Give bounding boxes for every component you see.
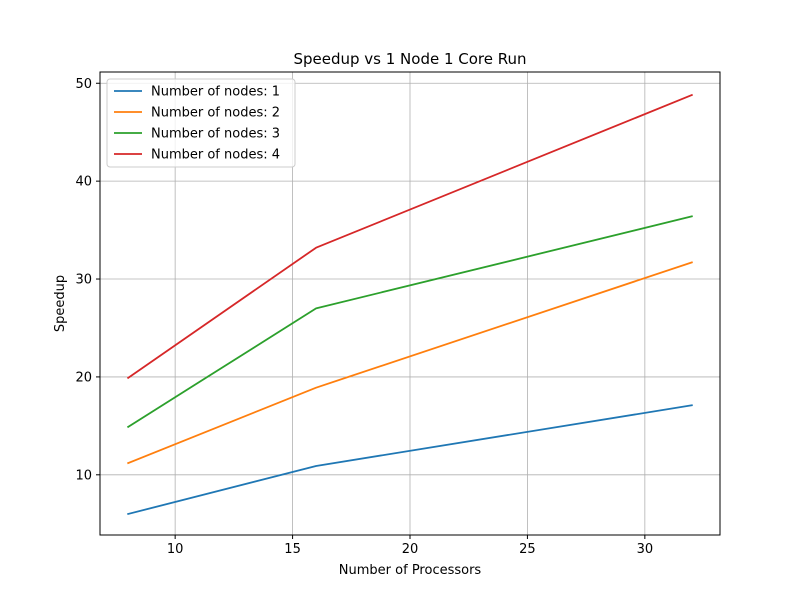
legend-label: Number of nodes: 4 [151, 148, 280, 163]
y-tick-label: 50 [75, 77, 92, 92]
x-tick-label: 15 [284, 542, 301, 557]
x-tick-label: 10 [167, 542, 184, 557]
chart-title: Speedup vs 1 Node 1 Core Run [293, 50, 526, 68]
legend-box [106, 78, 296, 168]
ticks: 10 15 20 25 30 10 20 30 40 50 [75, 77, 653, 557]
plot-area: 10 15 20 25 30 10 20 30 40 50 [75, 71, 721, 557]
y-tick-label: 20 [75, 370, 92, 385]
series-line-nodes-2 [127, 261, 693, 465]
series-line-nodes-1 [127, 404, 693, 516]
y-tick-label: 10 [75, 468, 92, 483]
series-lines [126, 93, 693, 516]
legend: Number of nodes: 1 Number of nodes: 2 Numb… [106, 78, 296, 168]
series-line-nodes-3 [126, 215, 693, 429]
x-axis-label: Number of Processors [339, 563, 482, 578]
series-line-nodes-4 [126, 93, 693, 380]
x-tick-label: 20 [402, 542, 419, 557]
grid [100, 72, 720, 535]
legend-label: Number of nodes: 2 [151, 106, 280, 121]
y-tick-label: 40 [75, 175, 92, 190]
y-axis-label: Speedup [53, 275, 68, 332]
x-tick-label: 25 [519, 542, 536, 557]
y-tick-label: 30 [75, 273, 92, 288]
x-tick-label: 30 [637, 542, 654, 557]
legend-label: Number of nodes: 1 [151, 85, 280, 100]
legend-label: Number of nodes: 3 [151, 127, 280, 142]
